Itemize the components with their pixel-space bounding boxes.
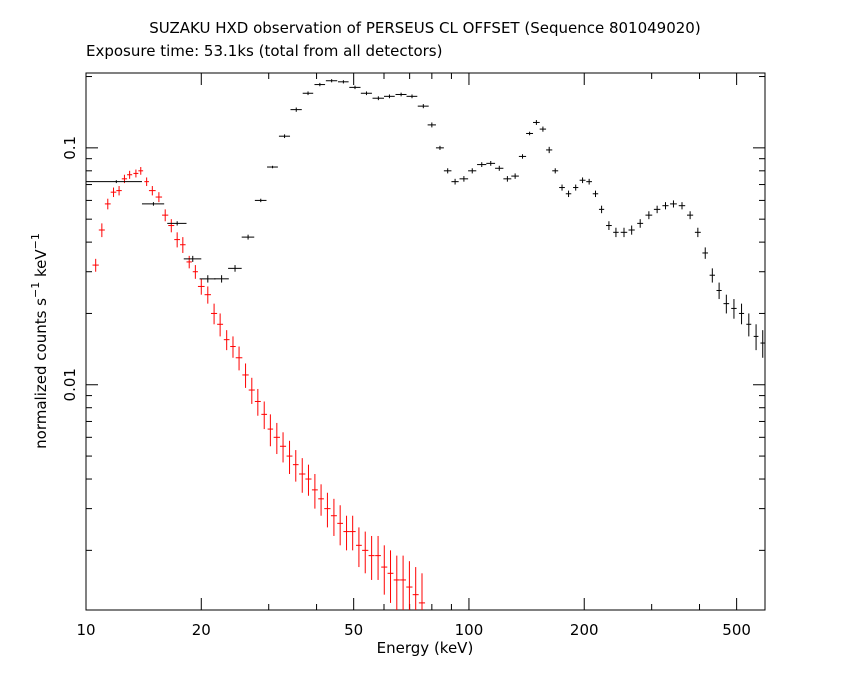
x-tick-label: 200: [570, 621, 599, 639]
x-tick-label: 20: [192, 621, 211, 639]
y-label-sup: −1: [29, 233, 42, 249]
x-tick-label: 100: [455, 621, 484, 639]
y-tick-label: 0.1: [61, 136, 79, 160]
chart-title: SUZAKU HXD observation of PERSEUS CL OFF…: [149, 19, 700, 37]
x-tick-label: 50: [344, 621, 363, 639]
plot-frame: [85, 72, 766, 611]
y-label-part: normalized counts s: [32, 298, 50, 449]
y-label-part: keV: [32, 249, 50, 282]
y-tick-label: 0.01: [61, 368, 79, 401]
x-tick-label: 500: [722, 621, 751, 639]
y-axis-label: normalized counts s−1 keV−1: [29, 233, 50, 449]
x-axis-label: Energy (keV): [377, 639, 474, 657]
y-label-sup: −1: [29, 282, 42, 298]
x-tick-label: 10: [76, 621, 95, 639]
chart-subtitle: Exposure time: 53.1ks (total from all de…: [86, 42, 442, 60]
